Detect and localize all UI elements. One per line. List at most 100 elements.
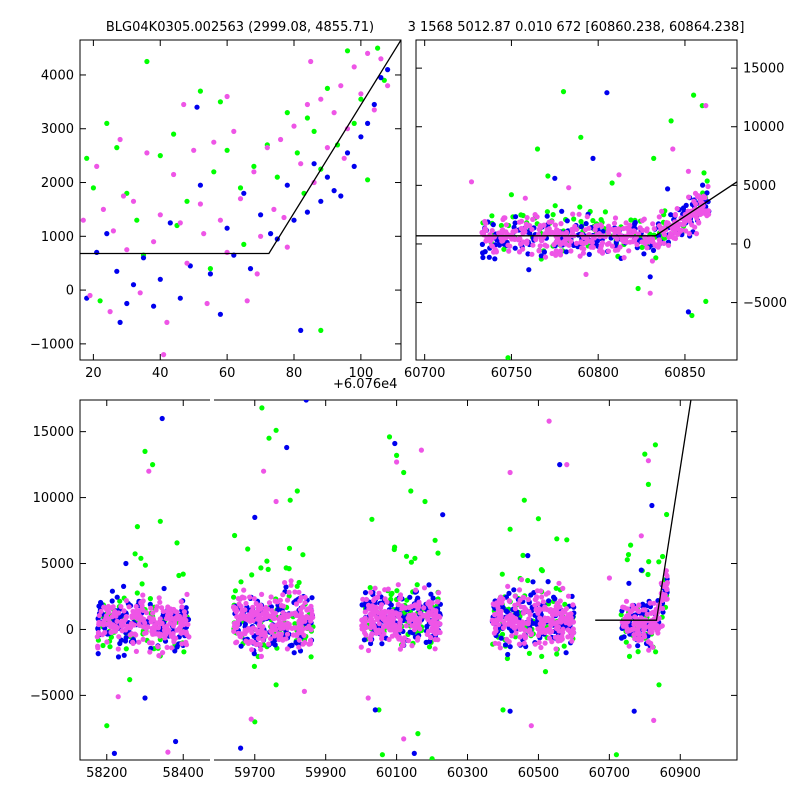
data-point [507, 243, 513, 249]
data-point [270, 616, 276, 622]
data-point [578, 218, 584, 225]
data-point [371, 107, 377, 113]
data-point [300, 641, 306, 647]
y-tick-label: 15000 [743, 62, 784, 77]
data-point [255, 636, 261, 642]
data-point [238, 579, 244, 585]
data-point [184, 260, 190, 266]
data-point [179, 641, 185, 647]
data-point [416, 599, 422, 605]
data-point [568, 248, 574, 254]
data-point [642, 607, 648, 613]
data-point [530, 242, 536, 248]
data-point [683, 228, 689, 234]
data-point [132, 551, 138, 557]
data-point [520, 212, 526, 219]
data-point [140, 624, 146, 630]
data-point [598, 222, 604, 228]
data-point [142, 448, 148, 454]
data-point [694, 215, 700, 221]
data-point [258, 233, 264, 239]
y-tick-label: 4000 [41, 68, 74, 83]
data-point [524, 215, 530, 221]
data-point [535, 601, 541, 607]
data-point [130, 282, 137, 288]
data-point [303, 400, 309, 403]
data-point [572, 223, 578, 229]
data-point [553, 646, 559, 652]
data-point [653, 649, 659, 655]
data-point [542, 640, 548, 646]
data-point [552, 203, 558, 209]
data-point [405, 615, 411, 621]
data-point [483, 220, 489, 226]
data-point [291, 625, 297, 631]
data-point [365, 602, 372, 609]
data-point [696, 220, 702, 226]
data-point [301, 688, 307, 695]
data-point [241, 190, 247, 196]
data-point [177, 295, 183, 301]
data-point [688, 212, 694, 218]
data-point [259, 591, 265, 598]
data-point [538, 253, 544, 259]
data-point [599, 240, 606, 246]
data-point [626, 248, 632, 254]
data-point [344, 150, 351, 156]
data-point [413, 587, 419, 593]
data-point [124, 247, 130, 253]
data-point [97, 298, 103, 304]
y-tick-label: 10000 [33, 491, 74, 506]
data-point [165, 749, 171, 755]
data-point [521, 627, 528, 633]
data-point [385, 83, 391, 89]
data-point [468, 179, 475, 185]
data-point [487, 238, 493, 244]
data-point [297, 607, 304, 613]
data-point [143, 630, 149, 636]
data-point [656, 214, 662, 220]
data-point [651, 717, 657, 724]
data-point [94, 249, 100, 255]
data-point [268, 231, 274, 237]
data-point [126, 604, 132, 610]
data-point [703, 103, 709, 109]
data-point [121, 652, 127, 658]
data-point [324, 85, 330, 91]
data-point [492, 612, 498, 618]
data-point [650, 221, 656, 227]
data-point [407, 594, 413, 600]
data-point [241, 241, 247, 247]
data-point [109, 588, 115, 594]
data-point [274, 599, 280, 605]
data-point [529, 251, 535, 257]
data-point [664, 596, 670, 602]
data-point [142, 695, 148, 701]
data-point [578, 134, 584, 140]
data-point [272, 642, 278, 648]
data-point [266, 435, 272, 441]
data-point [546, 418, 552, 424]
data-point [251, 163, 257, 169]
data-point [283, 584, 289, 590]
data-point [90, 185, 96, 191]
data-point [540, 599, 547, 605]
data-point [284, 631, 291, 637]
data-point [633, 605, 639, 612]
data-point [159, 620, 165, 627]
data-point [298, 327, 304, 333]
data-point [552, 175, 558, 181]
data-point [672, 229, 678, 236]
data-point [642, 625, 648, 631]
data-point [504, 655, 510, 662]
data-point [382, 618, 388, 624]
x-offset-label: +6.076e4 [333, 377, 397, 392]
data-point [283, 565, 289, 571]
data-point [644, 245, 650, 251]
data-point [578, 239, 585, 245]
data-point [161, 585, 167, 592]
data-point [375, 45, 381, 51]
data-point [606, 575, 613, 581]
data-point [647, 290, 653, 296]
